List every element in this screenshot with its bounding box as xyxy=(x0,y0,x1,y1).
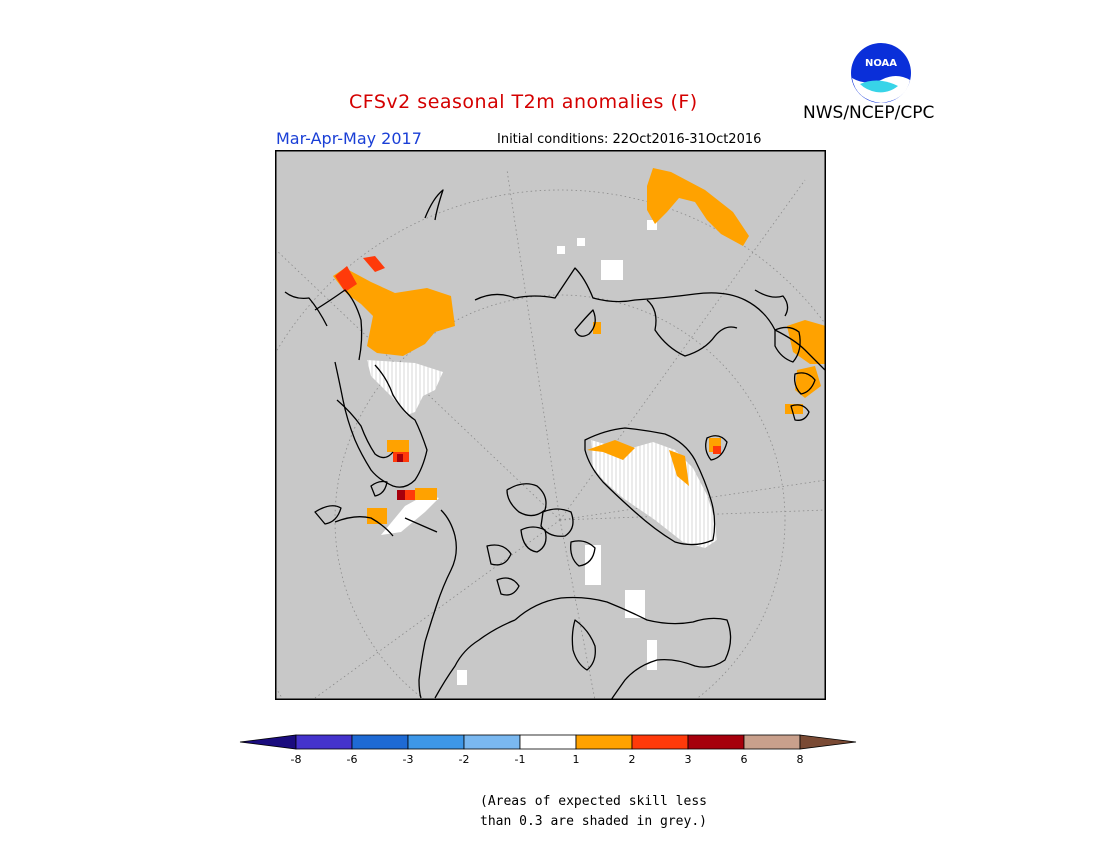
legend-tick-label: -6 xyxy=(347,753,358,766)
footnote-line-1: (Areas of expected skill less xyxy=(480,794,707,809)
legend-swatch-high-arrow xyxy=(799,734,857,750)
legend-swatch xyxy=(743,734,801,750)
legend-swatch xyxy=(351,734,409,750)
coastlines xyxy=(284,189,825,699)
legend-swatches xyxy=(239,734,857,750)
legend-tick-labels: -8 -6 -3 -2 -1 1 2 3 6 8 xyxy=(291,753,804,766)
legend-tick-label: 8 xyxy=(797,753,804,766)
legend-tick-label: -1 xyxy=(515,753,526,766)
legend-tick-label: 1 xyxy=(573,753,580,766)
legend-tick-label: -3 xyxy=(403,753,414,766)
legend-tick-label: -8 xyxy=(291,753,302,766)
graticule xyxy=(276,169,825,699)
color-legend: -8 -6 -3 -2 -1 1 2 3 6 8 xyxy=(239,734,857,766)
legend-tick-label: -2 xyxy=(459,753,470,766)
polar-map xyxy=(275,150,826,700)
logo-text: NOAA xyxy=(865,58,897,69)
noaa-logo: NOAA xyxy=(851,43,911,103)
orange-anomaly-areas xyxy=(333,168,825,524)
legend-swatch xyxy=(463,734,521,750)
legend-swatch xyxy=(575,734,633,750)
initial-conditions-label: Initial conditions: 22Oct2016-31Oct2016 xyxy=(497,132,762,147)
legend-swatch xyxy=(631,734,689,750)
footnote-line-2: than 0.3 are shaded in grey.) xyxy=(480,814,707,829)
map-title: CFSv2 seasonal T2m anomalies (F) xyxy=(349,91,698,113)
legend-swatch xyxy=(519,734,577,750)
skill-footnote: (Areas of expected skill less than 0.3 a… xyxy=(480,792,740,832)
agency-label: NWS/NCEP/CPC xyxy=(803,103,935,123)
map-border xyxy=(275,150,826,700)
legend-swatch xyxy=(407,734,465,750)
season-label: Mar-Apr-May 2017 xyxy=(276,129,422,148)
legend-tick-label: 6 xyxy=(741,753,748,766)
legend-tick-label: 3 xyxy=(685,753,692,766)
skill-grey-background xyxy=(275,150,826,700)
legend-swatch-low-arrow xyxy=(239,734,297,750)
legend-swatch xyxy=(687,734,745,750)
legend-swatch xyxy=(295,734,353,750)
legend-tick-label: 2 xyxy=(629,753,636,766)
darkred-anomaly-areas xyxy=(397,454,405,500)
